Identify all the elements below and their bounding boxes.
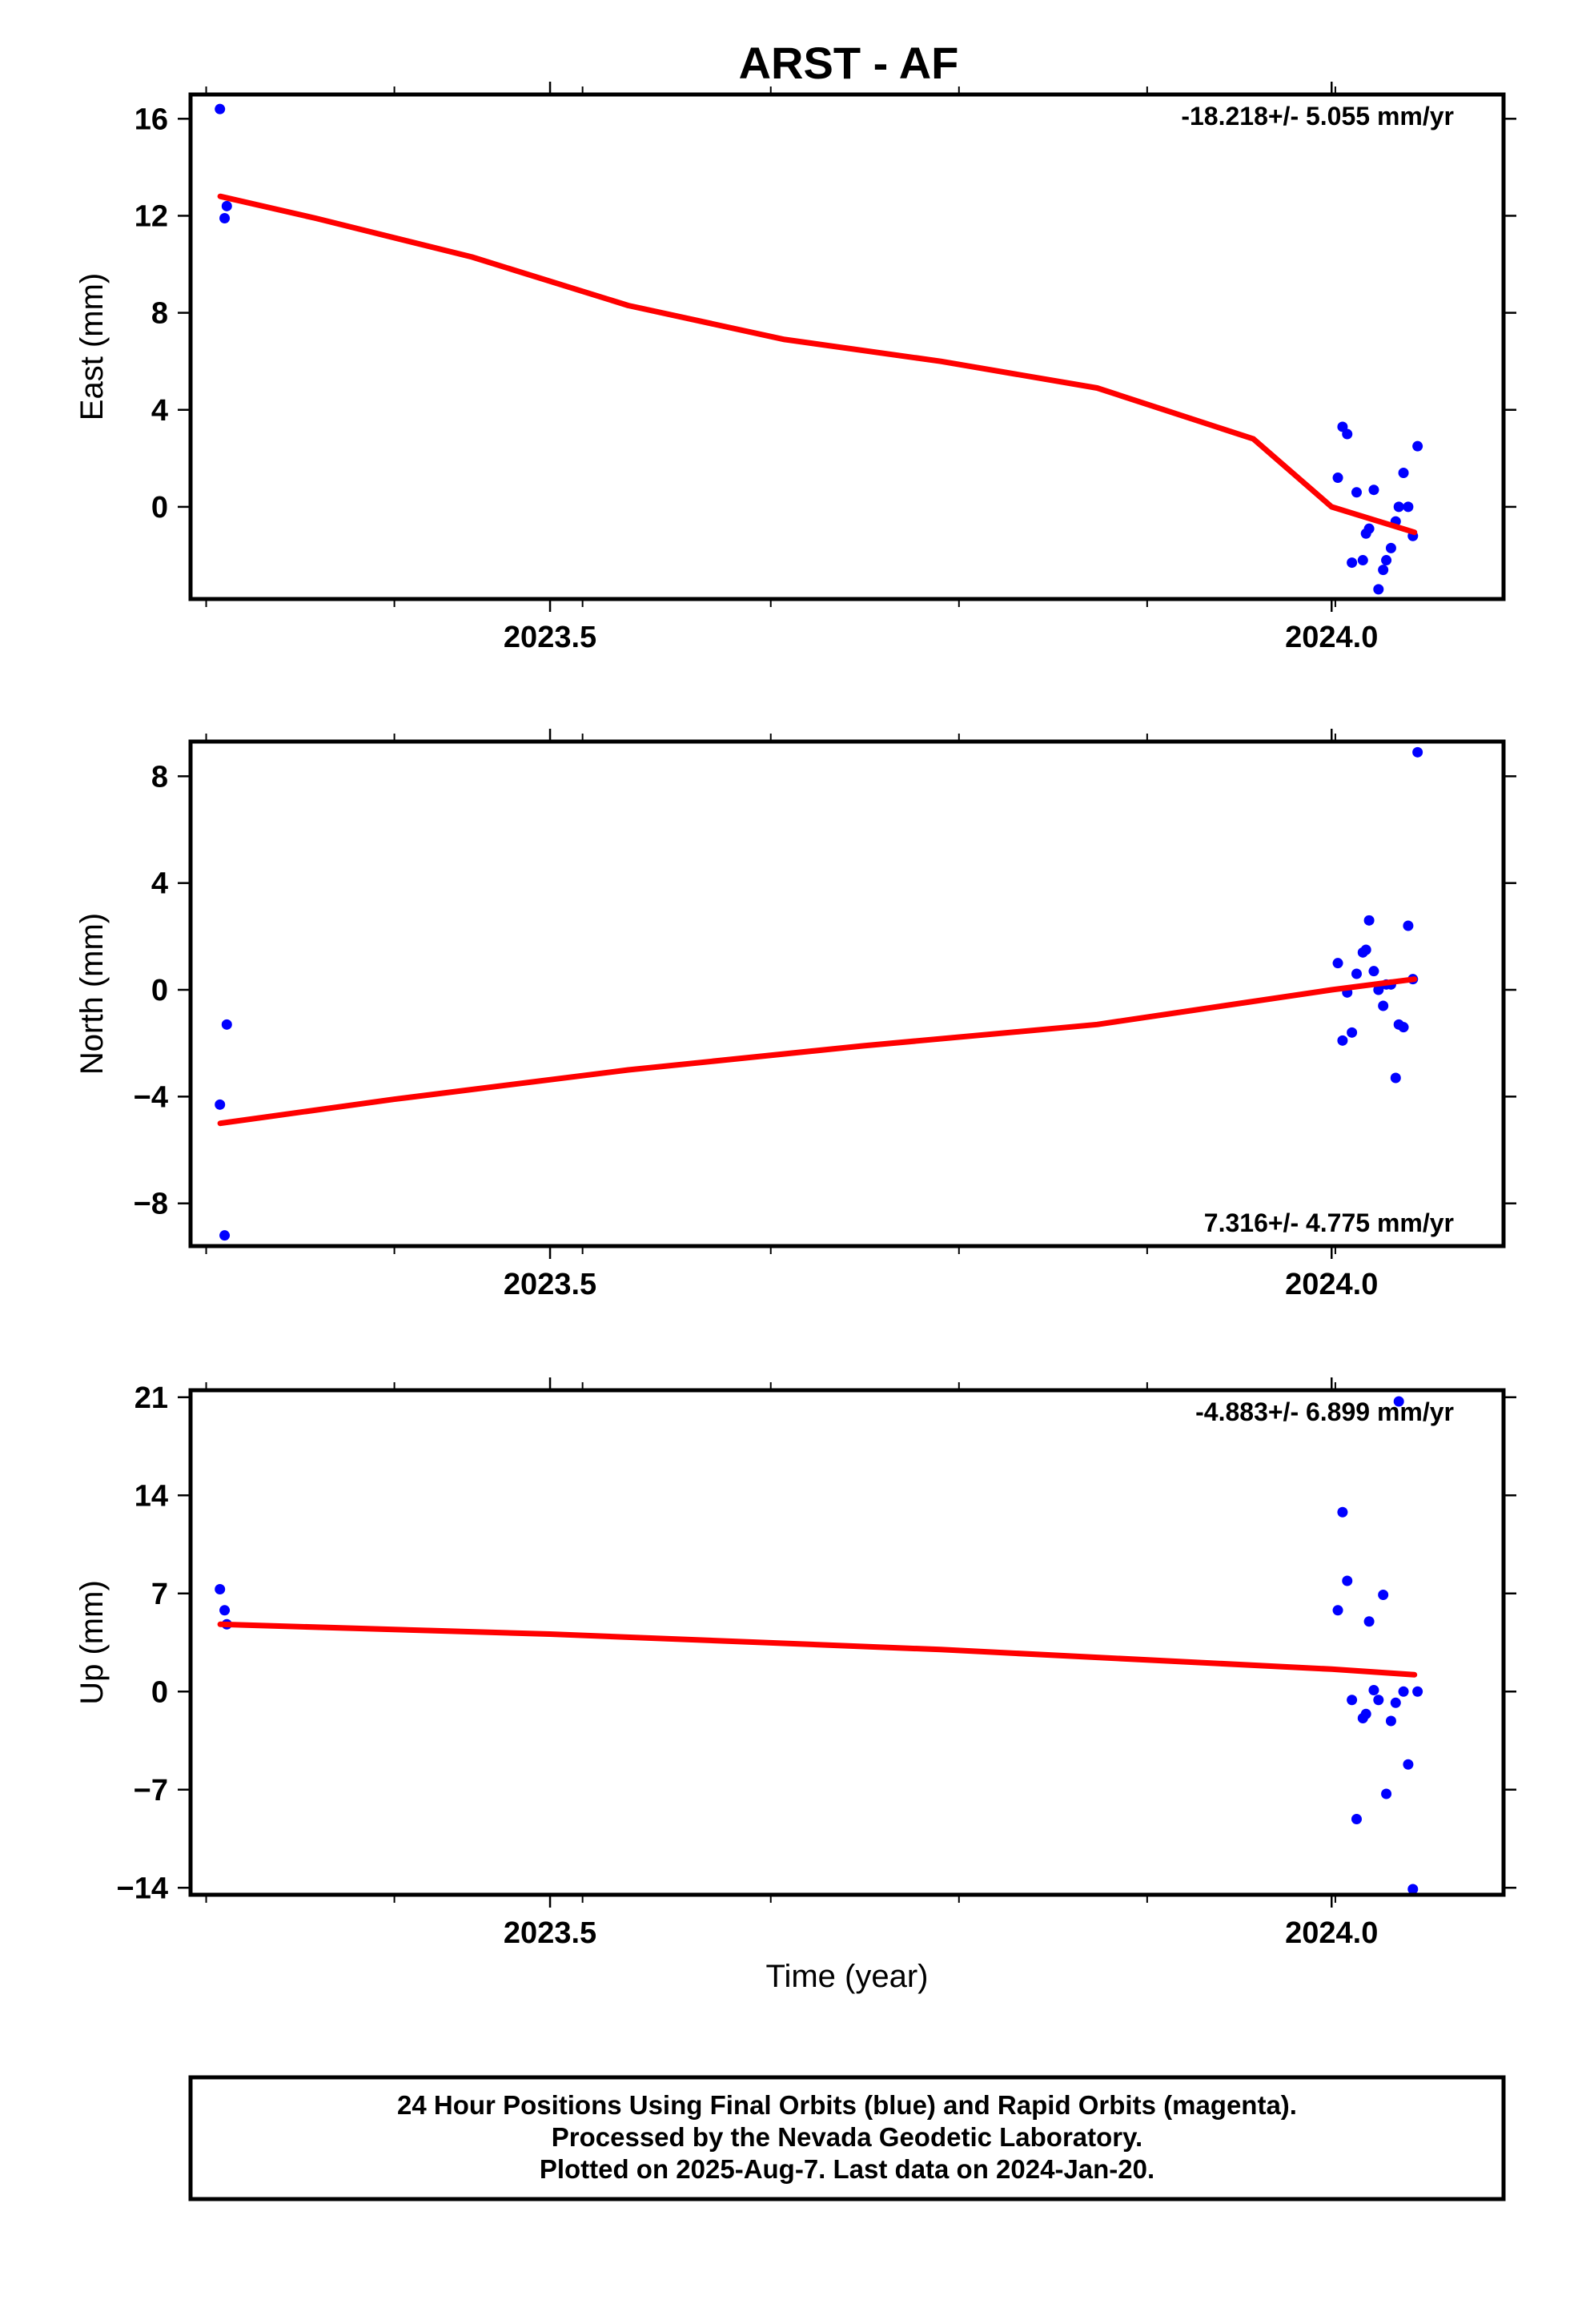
data-point — [215, 1584, 226, 1594]
data-point — [1398, 468, 1409, 478]
data-point — [1368, 966, 1379, 977]
y-tick-label: 8 — [151, 297, 168, 331]
data-point — [1381, 555, 1392, 566]
data-point — [1360, 1708, 1371, 1719]
data-point — [1360, 944, 1371, 955]
data-point — [1347, 1695, 1358, 1706]
data-point — [1378, 1590, 1389, 1600]
y-tick-label: 4 — [151, 867, 168, 901]
footer-line-2: Processed by the Nevada Geodetic Laborat… — [552, 2122, 1142, 2152]
y-tick-label: −7 — [134, 1774, 168, 1807]
data-point — [1332, 472, 1343, 484]
data-point — [1373, 584, 1384, 595]
footer-line-3: Plotted on 2025-Aug-7. Last data on 2024… — [540, 2154, 1154, 2184]
data-point — [1412, 440, 1423, 452]
x-tick-label: 2024.0 — [1285, 621, 1378, 654]
data-point — [1363, 523, 1375, 534]
data-point — [1403, 501, 1414, 513]
data-point — [219, 1605, 231, 1616]
rate-label: 7.316+/- 4.775 mm/yr — [1204, 1208, 1454, 1237]
data-point — [1363, 1616, 1375, 1627]
plot-frame — [188, 1388, 1506, 1897]
y-tick-label: 0 — [151, 974, 168, 1007]
data-point — [215, 103, 226, 115]
y-tick-label: 0 — [151, 1675, 168, 1709]
fit-line — [217, 193, 1418, 536]
data-point — [219, 1230, 231, 1241]
fit-line — [217, 1621, 1418, 1678]
data-point — [1393, 1396, 1404, 1407]
y-tick-label: 12 — [135, 199, 168, 233]
data-point — [221, 1019, 232, 1030]
data-point — [1368, 485, 1379, 496]
footer-frame — [188, 2075, 1506, 2201]
rate-label: -4.883+/- 6.899 mm/yr — [1195, 1397, 1454, 1426]
data-point — [1351, 487, 1362, 498]
data-point — [1347, 557, 1358, 569]
data-point — [1385, 542, 1396, 553]
data-point — [1342, 428, 1353, 440]
footer-box: 24 Hour Positions Using Final Orbits (bl… — [188, 2075, 1506, 2201]
up-panel: 2023.5 2024.0 21 14 7 0 −7 −14 Up (mm) -4.883+/- … — [74, 1377, 1516, 1950]
y-tick-label: −8 — [134, 1188, 168, 1221]
page-title: ARST - AF — [739, 38, 959, 88]
y-tick-label: 16 — [135, 103, 168, 136]
east-panel: 2023.5 2024.0 16 12 8 4 0 East (mm) -18.218+/- 5… — [74, 82, 1516, 654]
data-point — [219, 212, 231, 223]
data-point — [1412, 1686, 1423, 1697]
data-point — [1390, 1697, 1401, 1708]
data-point — [1337, 1035, 1348, 1046]
footer-line-1: 24 Hour Positions Using Final Orbits (bl… — [397, 2090, 1297, 2120]
y-tick-label: 8 — [151, 760, 168, 794]
x-tick-label: 2023.5 — [504, 621, 596, 654]
data-point — [1373, 1695, 1384, 1706]
y-tick-label: 7 — [151, 1578, 168, 1611]
data-point — [1337, 1506, 1348, 1518]
data-point — [1351, 968, 1362, 979]
data-point — [1357, 555, 1368, 566]
data-point — [1381, 1788, 1392, 1799]
data-point — [1390, 1072, 1401, 1084]
data-point — [1351, 1814, 1362, 1824]
data-point — [1332, 958, 1343, 969]
data-point — [1398, 1022, 1409, 1033]
x-tick-label: 2024.0 — [1285, 1268, 1378, 1301]
plot-frame — [188, 92, 1506, 601]
y-tick-label: 4 — [151, 394, 168, 428]
x-axis-label: Time (year) — [766, 1959, 929, 1994]
data-point — [1385, 1715, 1396, 1727]
y-axis-label: North (mm) — [74, 913, 110, 1075]
data-point — [1407, 1884, 1419, 1895]
y-tick-label: −4 — [134, 1080, 168, 1114]
data-point — [1373, 984, 1384, 995]
data-point — [1398, 1686, 1409, 1697]
data-point — [1368, 1685, 1379, 1695]
data-point — [1393, 501, 1404, 513]
plot-frame — [188, 739, 1506, 1248]
data-point — [1403, 920, 1414, 931]
y-tick-label: 0 — [151, 491, 168, 525]
y-axis-label: Up (mm) — [74, 1580, 110, 1705]
x-tick-label: 2023.5 — [504, 1268, 596, 1301]
y-tick-label: −14 — [117, 1872, 168, 1905]
data-point — [1332, 1605, 1343, 1616]
north-panel: 2023.5 2024.0 8 4 0 −4 −8 North (mm) 7.316+/- 4.… — [74, 729, 1516, 1301]
y-axis-label: East (mm) — [74, 273, 110, 420]
data-point — [221, 200, 232, 211]
y-tick-label: 21 — [135, 1381, 168, 1415]
x-tick-label: 2023.5 — [504, 1916, 596, 1950]
data-point — [1378, 565, 1389, 576]
fit-line — [217, 976, 1418, 1127]
x-tick-label: 2024.0 — [1285, 1916, 1378, 1950]
data-point — [1412, 746, 1423, 758]
data-point — [1342, 1575, 1353, 1586]
data-point — [1363, 915, 1375, 926]
rate-label: -18.218+/- 5.055 mm/yr — [1181, 102, 1454, 131]
data-point — [1403, 1759, 1414, 1770]
data-point — [1347, 1027, 1358, 1038]
data-point — [215, 1099, 226, 1110]
data-point — [1378, 1000, 1389, 1011]
y-tick-label: 14 — [135, 1479, 168, 1513]
